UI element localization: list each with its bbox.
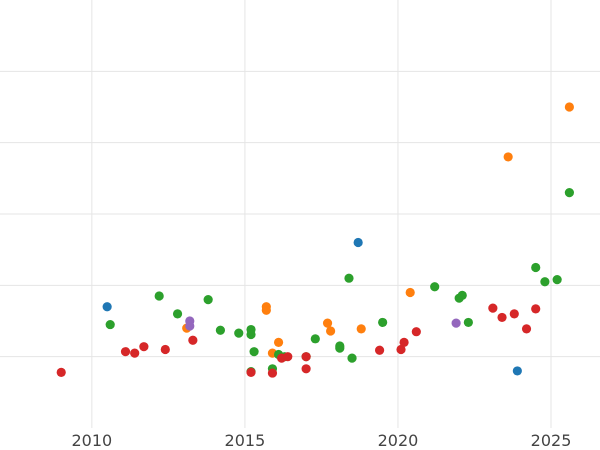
data-point-s2-14 xyxy=(310,334,320,344)
data-point-s3-17 xyxy=(497,312,507,323)
data-point-s2-27 xyxy=(564,188,574,198)
data-point-s0-1 xyxy=(353,237,363,248)
data-point-s3-13 xyxy=(396,344,406,355)
data-point-s3-4 xyxy=(160,344,170,355)
data-point-s2-1 xyxy=(154,291,164,301)
data-point-s1-6 xyxy=(326,326,336,336)
data-point-s0-0 xyxy=(102,302,112,312)
data-points xyxy=(56,102,574,378)
data-point-s3-15 xyxy=(411,327,421,337)
data-point-s2-4 xyxy=(215,325,226,335)
data-point-s3-11 xyxy=(301,364,311,374)
data-point-s1-9 xyxy=(503,152,513,162)
data-point-s3-12 xyxy=(374,345,385,355)
data-point-s3-3 xyxy=(139,342,149,352)
data-point-s3-9 xyxy=(283,352,293,362)
data-point-s2-2 xyxy=(172,309,183,319)
data-point-s3-20 xyxy=(531,304,541,314)
x-axis-tick-labels: 2010 2015 2020 2025 xyxy=(71,431,571,450)
data-point-s3-19 xyxy=(521,324,532,334)
data-point-s4-1 xyxy=(185,321,195,331)
data-point-s1-2 xyxy=(261,305,271,315)
data-point-s2-24 xyxy=(531,262,541,273)
data-point-s2-3 xyxy=(203,295,213,305)
data-point-s3-0 xyxy=(56,367,66,377)
data-point-s3-10 xyxy=(301,352,311,362)
data-point-s2-18 xyxy=(347,353,357,363)
data-point-s1-7 xyxy=(356,324,366,334)
data-point-s3-6 xyxy=(246,367,256,377)
data-point-s2-23 xyxy=(463,317,473,328)
data-point-s3-14 xyxy=(399,337,409,347)
data-point-s2-25 xyxy=(540,277,550,287)
vertical-gridlines xyxy=(91,0,552,428)
x-tick-label: 2025 xyxy=(531,431,572,450)
data-point-s1-8 xyxy=(405,287,415,298)
x-tick-label: 2010 xyxy=(71,431,112,450)
data-point-s4-2 xyxy=(451,318,461,328)
data-point-s2-16 xyxy=(335,341,345,351)
data-point-s1-5 xyxy=(322,318,333,328)
data-point-s3-16 xyxy=(488,303,498,313)
data-point-s2-26 xyxy=(552,275,562,285)
data-point-s1-4 xyxy=(273,337,284,347)
data-point-s3-2 xyxy=(130,348,140,358)
data-point-s2-5 xyxy=(234,328,244,338)
data-point-s1-10 xyxy=(564,102,574,112)
data-point-s3-18 xyxy=(509,309,519,319)
horizontal-gridlines xyxy=(0,70,600,358)
data-point-s3-5 xyxy=(188,335,198,345)
x-tick-label: 2015 xyxy=(225,431,266,450)
data-point-s2-19 xyxy=(378,317,388,328)
data-point-s2-20 xyxy=(430,282,440,292)
data-point-s2-17 xyxy=(344,273,354,283)
data-point-s2-7 xyxy=(246,329,256,340)
x-tick-label: 2020 xyxy=(378,431,419,450)
data-point-s3-7 xyxy=(267,368,278,378)
data-point-s3-1 xyxy=(120,347,131,357)
data-point-s2-0 xyxy=(105,319,115,330)
data-point-s2-22 xyxy=(457,290,467,300)
data-point-s2-8 xyxy=(249,347,259,357)
data-point-s0-2 xyxy=(512,366,522,376)
